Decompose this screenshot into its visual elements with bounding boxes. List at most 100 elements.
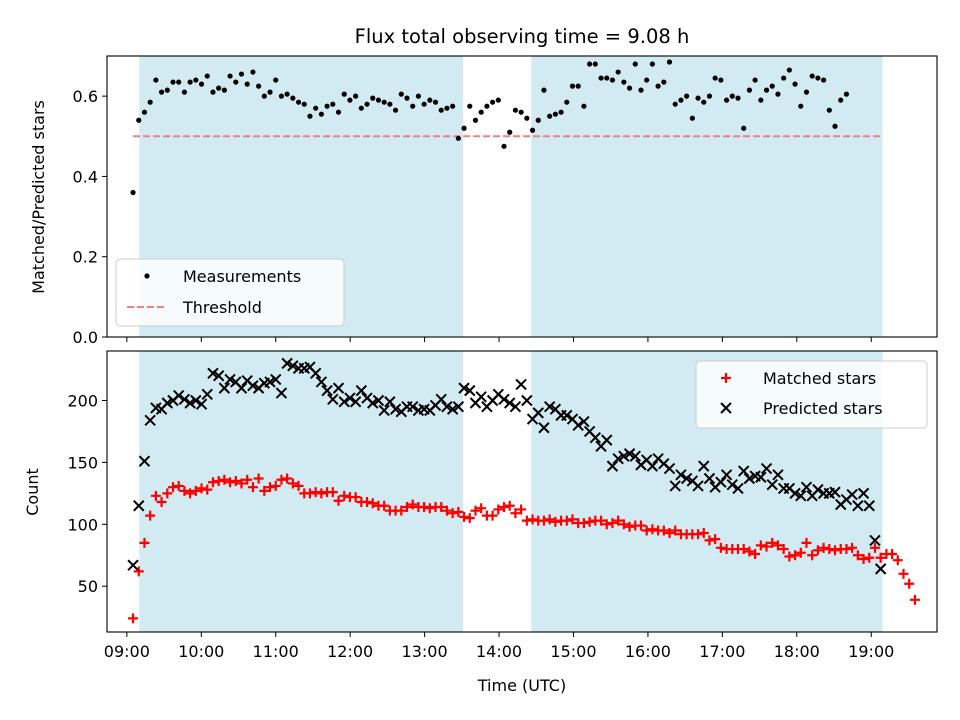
matched-star-point	[202, 484, 213, 495]
predicted-star-point	[184, 397, 196, 409]
measurement-point	[552, 111, 558, 117]
matched-star-point	[784, 551, 795, 562]
predicted-star-point	[874, 563, 887, 575]
matched-star-point	[601, 519, 612, 530]
matched-star-point	[276, 474, 287, 485]
measurement-point	[267, 89, 273, 95]
predicted-star-point	[161, 397, 174, 409]
matched-star-point	[658, 525, 669, 536]
matched-star-point	[225, 477, 236, 488]
x-tick-label: 18:00	[774, 642, 820, 661]
matched-star-point	[898, 568, 909, 579]
measurement-point	[672, 101, 678, 107]
matched-star-point	[316, 488, 327, 499]
measurement-point	[803, 89, 810, 95]
measurement-point	[798, 103, 804, 109]
predicted-star-point	[349, 396, 362, 408]
predicted-star-point	[538, 422, 550, 434]
matched-star-point	[510, 508, 521, 519]
matched-star-point	[596, 515, 607, 526]
measurement-point	[284, 91, 290, 97]
matched-star-point	[538, 515, 549, 526]
measurement-point	[444, 105, 450, 111]
matched-star-point	[647, 524, 658, 535]
matched-star-point	[567, 514, 578, 525]
measurement-point	[353, 93, 359, 99]
predicted-star-point	[812, 483, 824, 496]
matched-star-point	[858, 553, 869, 564]
measurement-point	[318, 111, 324, 117]
measurement-point	[524, 115, 530, 121]
legend-predicted-label: Predicted stars	[763, 399, 883, 418]
predicted-star-point	[133, 500, 145, 512]
measurement-point	[415, 93, 422, 99]
measurement-point	[815, 75, 821, 81]
matched-star-point	[755, 540, 766, 551]
matched-star-point	[812, 545, 823, 556]
predicted-star-point	[795, 490, 807, 502]
measurement-point	[216, 85, 222, 91]
predicted-star-point	[201, 388, 213, 401]
measurement-point	[718, 77, 724, 83]
matched-star-point	[710, 534, 721, 545]
matched-star-point	[561, 515, 572, 526]
measurement-point	[193, 77, 199, 83]
predicted-star-point	[800, 481, 813, 493]
measurement-point	[564, 99, 570, 105]
measurement-point	[752, 77, 758, 83]
measurement-point	[609, 77, 616, 83]
measurement-point	[461, 125, 467, 131]
predicted-star-point	[629, 450, 641, 462]
predicted-star-point	[743, 472, 756, 485]
predicted-star-point	[543, 400, 556, 413]
predicted-star-point	[446, 403, 459, 415]
measurement-point	[769, 83, 775, 89]
predicted-star-point	[737, 465, 750, 477]
measurement-point	[529, 127, 536, 133]
x-tick-label: 15:00	[550, 642, 596, 661]
matched-star-point	[504, 500, 515, 511]
predicted-star-point	[863, 500, 875, 512]
measurement-point	[141, 109, 148, 115]
predicted-star-point	[772, 469, 784, 481]
measurement-point	[758, 97, 764, 103]
matched-star-point	[738, 544, 749, 555]
measurement-point	[621, 79, 627, 85]
x-tick-label: 19:00	[848, 642, 894, 661]
predicted-star-point	[663, 462, 676, 475]
matched-star-point	[704, 535, 715, 546]
matched-star-point	[304, 488, 315, 499]
predicted-star-point	[869, 534, 881, 547]
matched-star-point	[310, 487, 321, 498]
predicted-star-point	[127, 559, 139, 571]
measurement-point	[295, 99, 302, 105]
matched-star-point	[379, 500, 390, 511]
x-tick-label: 12:00	[327, 642, 373, 661]
measurement-point	[735, 95, 741, 101]
predicted-star-point	[675, 469, 687, 481]
predicted-star-point	[618, 450, 630, 462]
measurement-point	[358, 105, 364, 111]
measurement-point	[661, 79, 667, 85]
predicted-star-point	[606, 460, 619, 472]
matched-star-point	[761, 541, 772, 552]
matched-star-point	[584, 516, 595, 527]
matched-star-point	[253, 473, 264, 484]
matched-star-point	[441, 505, 452, 516]
measurement-point	[541, 87, 547, 93]
measurement-point	[198, 81, 205, 87]
matched-star-point	[190, 485, 201, 496]
predicted-star-point	[498, 393, 510, 405]
matched-star-point	[139, 537, 150, 548]
x-tick-label: 10:00	[178, 642, 224, 661]
predicted-star-point	[315, 376, 328, 388]
predicted-star-point	[698, 460, 710, 472]
matched-star-point	[173, 480, 184, 491]
measurement-point	[130, 189, 136, 196]
matched-star-point	[499, 501, 510, 512]
matched-star-point	[887, 549, 898, 560]
matched-star-point	[521, 515, 532, 526]
measurement-point	[181, 89, 188, 95]
matched-star-point	[750, 549, 761, 560]
matched-star-point	[824, 544, 835, 555]
